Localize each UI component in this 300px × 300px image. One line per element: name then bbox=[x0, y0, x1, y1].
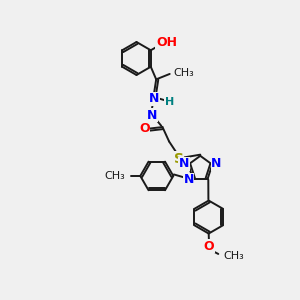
Text: N: N bbox=[148, 92, 159, 105]
Text: OH: OH bbox=[156, 36, 177, 49]
Text: O: O bbox=[139, 122, 150, 135]
Text: N: N bbox=[179, 158, 189, 170]
Text: CH₃: CH₃ bbox=[223, 251, 244, 261]
Text: N: N bbox=[211, 158, 222, 170]
Text: H: H bbox=[165, 97, 174, 106]
Text: CH₃: CH₃ bbox=[173, 68, 194, 78]
Text: S: S bbox=[174, 152, 184, 166]
Text: O: O bbox=[204, 240, 214, 253]
Text: N: N bbox=[147, 109, 157, 122]
Text: N: N bbox=[184, 173, 194, 186]
Text: CH₃: CH₃ bbox=[104, 171, 125, 181]
